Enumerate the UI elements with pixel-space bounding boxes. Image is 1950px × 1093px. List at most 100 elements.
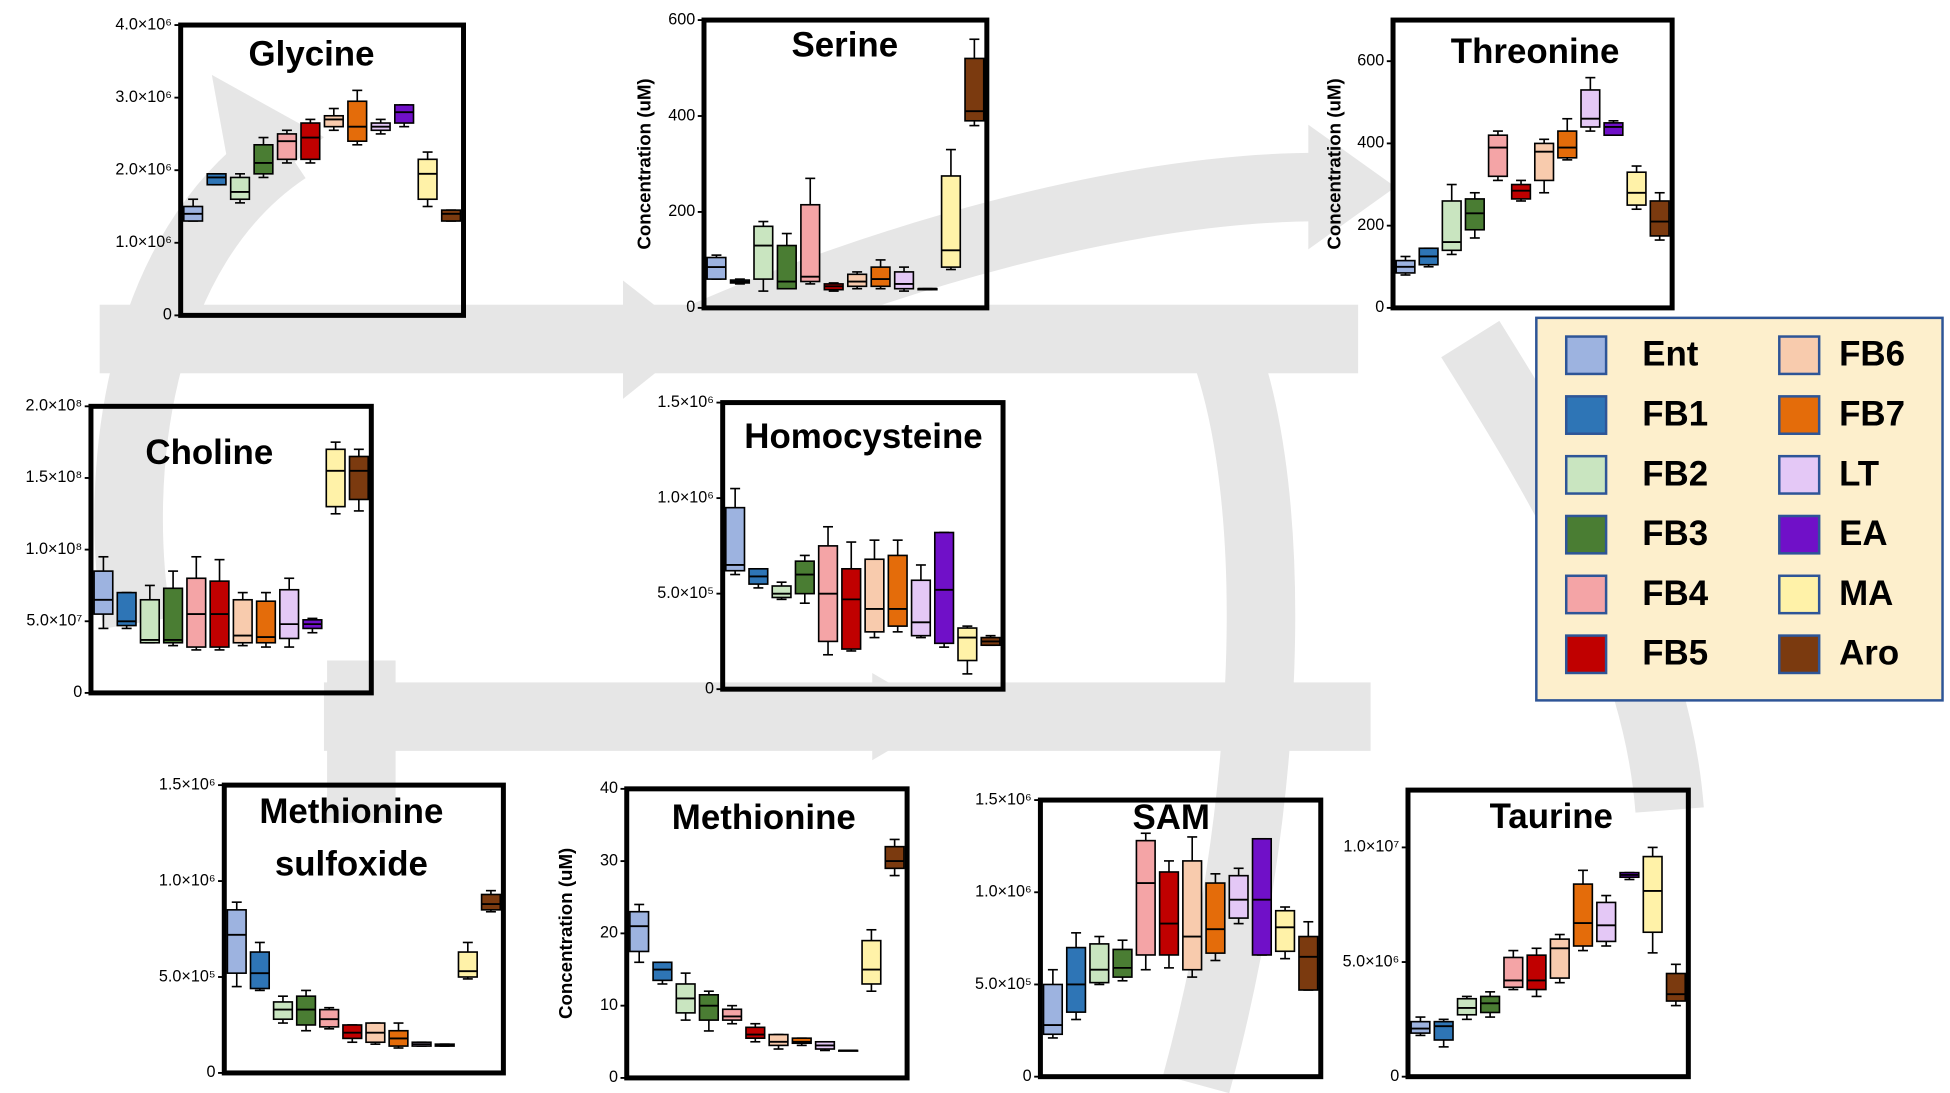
chart-title: Methionine [672, 798, 856, 837]
legend-label: FB3 [1642, 514, 1708, 553]
legend-label: FB4 [1642, 574, 1708, 613]
box [206, 173, 227, 186]
plot-frame [701, 17, 990, 311]
box [940, 175, 962, 268]
box [1665, 972, 1687, 1002]
box [440, 209, 462, 222]
legend-swatch [1564, 634, 1608, 675]
box [1510, 183, 1532, 200]
arrow-head [872, 672, 947, 761]
legend-label: EA [1839, 514, 1887, 553]
y-tick-label: 200 [668, 202, 695, 220]
box [753, 225, 774, 280]
y-tick-label: 1.0×10⁸ [25, 540, 82, 558]
y-tick-label: 0 [1390, 1067, 1399, 1085]
legend-swatch [1778, 454, 1821, 495]
box [957, 627, 978, 662]
box [1533, 142, 1555, 182]
y-tick-label: 0 [1375, 298, 1384, 316]
box [910, 579, 932, 637]
box [1642, 855, 1663, 934]
y-tick-label: 600 [1357, 51, 1384, 69]
box [457, 951, 478, 978]
y-tick-label: 0 [609, 1068, 618, 1086]
box [232, 598, 253, 644]
chart-title: Methionine [259, 792, 443, 831]
box [1205, 882, 1226, 954]
box [276, 133, 298, 161]
box [1464, 198, 1485, 231]
box [1433, 1020, 1454, 1041]
arrow-band [94, 121, 307, 629]
legend-label: FB5 [1642, 634, 1708, 673]
y-axis-label: Concentration (uM) [633, 78, 654, 249]
box [1441, 200, 1462, 252]
box [1479, 995, 1501, 1014]
y-tick-label: 400 [668, 106, 695, 124]
y-tick-label: 1.0×10⁶ [159, 871, 216, 889]
y-tick-label: 10 [600, 996, 618, 1014]
y-tick-label: 1.0×10⁶ [115, 233, 172, 251]
pathway-arrows [94, 121, 1704, 1093]
box [1596, 901, 1617, 943]
legend-label: MA [1839, 574, 1893, 613]
y-tick-label: 0 [705, 679, 714, 697]
box [480, 893, 502, 911]
box [1298, 935, 1319, 991]
box [841, 567, 862, 650]
y-tick-label: 1.5×10⁶ [975, 790, 1032, 808]
box [1487, 134, 1509, 178]
box [933, 531, 955, 645]
box [1274, 909, 1296, 953]
box [861, 939, 882, 985]
legend-label: FB2 [1642, 454, 1708, 493]
legend-swatch [1564, 335, 1608, 376]
box [652, 961, 673, 982]
box [768, 1033, 789, 1047]
legend-swatch [1564, 454, 1608, 495]
plot-frame [1037, 797, 1324, 1080]
box [1649, 200, 1670, 237]
box [964, 57, 985, 122]
y-tick-label: 5.0×10⁷ [26, 612, 82, 630]
y-tick-label: 1.5×10⁶ [159, 775, 216, 793]
y-tick-label: 2.0×10⁸ [25, 397, 82, 415]
box [279, 588, 300, 640]
legend-swatch [1778, 634, 1821, 675]
arrow-head [623, 280, 698, 399]
box [348, 455, 370, 501]
box [1228, 874, 1249, 919]
y-tick-label: 30 [600, 851, 618, 869]
legend-swatch [1564, 395, 1608, 435]
legend-label: FB6 [1839, 335, 1905, 374]
legend-swatch [1778, 395, 1821, 435]
box [706, 256, 727, 280]
box [1251, 837, 1273, 956]
y-tick-label: 5.0×10⁶ [1343, 952, 1400, 970]
box [295, 995, 317, 1026]
y-tick-label: 4.0×10⁶ [115, 15, 172, 33]
y-axis-label: Concentration (uM) [555, 848, 576, 1019]
box [394, 104, 415, 124]
box [893, 271, 915, 290]
box [887, 554, 908, 627]
y-tick-label: 1.5×10⁸ [25, 468, 82, 486]
chart-title: Glycine [249, 34, 375, 73]
y-tick-label: 200 [1357, 216, 1384, 234]
chart-title: sulfoxide [275, 844, 428, 883]
chart-title: SAM [1132, 798, 1210, 837]
box [162, 587, 184, 644]
y-tick-label: 3.0×10⁶ [115, 88, 172, 106]
box [319, 1008, 340, 1028]
y-tick-label: 1.0×10⁶ [975, 883, 1032, 901]
chart-title: Taurine [1490, 797, 1613, 836]
box [1549, 938, 1570, 979]
arrow-band [1163, 326, 1296, 1093]
box [93, 570, 114, 615]
box [229, 176, 251, 201]
box [186, 577, 207, 648]
box [771, 585, 792, 599]
plot-frame [720, 400, 1006, 692]
legend-label: Ent [1642, 335, 1699, 374]
y-tick-label: 1.0×10⁶ [657, 488, 714, 506]
